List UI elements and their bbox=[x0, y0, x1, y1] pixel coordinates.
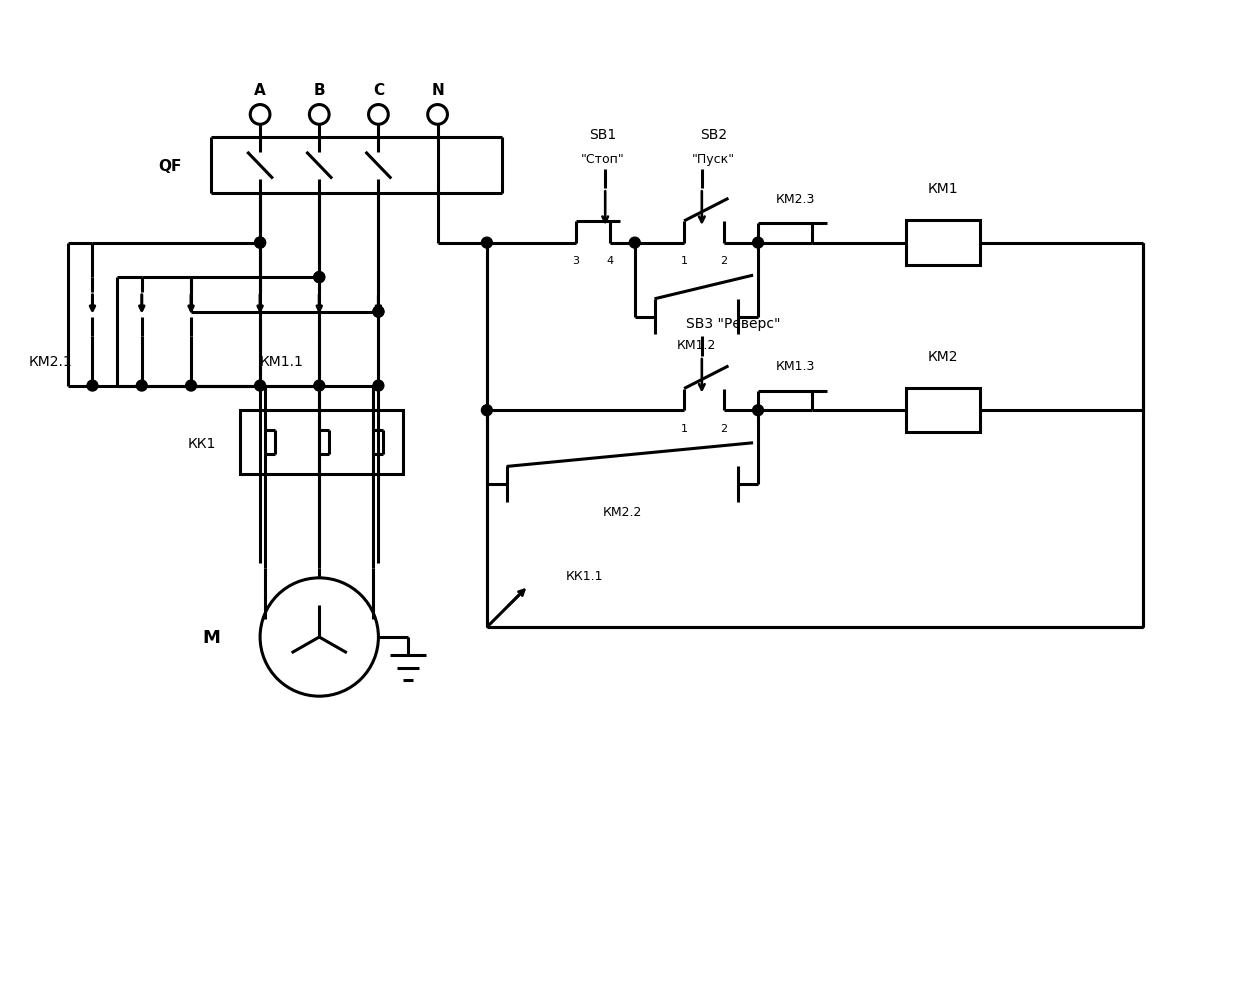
Text: B: B bbox=[313, 83, 325, 98]
Circle shape bbox=[482, 238, 492, 248]
Text: M: M bbox=[203, 628, 221, 646]
Circle shape bbox=[373, 307, 384, 318]
Text: A: A bbox=[254, 83, 266, 98]
Text: 2: 2 bbox=[720, 256, 727, 266]
Bar bbox=[906, 389, 980, 433]
Text: КК1.1: КК1.1 bbox=[566, 570, 603, 582]
Circle shape bbox=[752, 238, 763, 248]
Circle shape bbox=[313, 272, 325, 283]
Circle shape bbox=[87, 381, 98, 392]
Text: КМ1.1: КМ1.1 bbox=[260, 355, 304, 369]
Text: КМ1: КМ1 bbox=[928, 182, 958, 196]
Text: C: C bbox=[373, 83, 384, 98]
Circle shape bbox=[482, 406, 492, 416]
Circle shape bbox=[255, 381, 265, 392]
Text: 2: 2 bbox=[720, 423, 727, 433]
Circle shape bbox=[373, 307, 384, 318]
Text: SB1: SB1 bbox=[589, 128, 616, 142]
Text: SB2: SB2 bbox=[700, 128, 727, 142]
Text: QF: QF bbox=[157, 159, 181, 174]
Text: "Стоп": "Стоп" bbox=[581, 153, 624, 166]
Text: КМ1.2: КМ1.2 bbox=[676, 338, 716, 351]
Circle shape bbox=[136, 381, 147, 392]
Text: "Пуск": "Пуск" bbox=[693, 153, 735, 166]
Bar bbox=[240, 411, 403, 475]
Text: КМ2.3: КМ2.3 bbox=[776, 193, 815, 206]
Text: КМ2: КМ2 bbox=[928, 350, 958, 364]
Text: N: N bbox=[431, 83, 444, 98]
Circle shape bbox=[186, 381, 197, 392]
Circle shape bbox=[752, 406, 763, 416]
Circle shape bbox=[313, 381, 325, 392]
Text: 1: 1 bbox=[680, 256, 688, 266]
Text: КК1: КК1 bbox=[187, 436, 216, 450]
Text: SB3 "Реверс": SB3 "Реверс" bbox=[686, 317, 781, 331]
Bar bbox=[906, 222, 980, 265]
Circle shape bbox=[255, 238, 265, 248]
Text: 3: 3 bbox=[572, 256, 579, 266]
Text: КМ1.3: КМ1.3 bbox=[776, 360, 815, 373]
Text: 4: 4 bbox=[607, 256, 613, 266]
Text: КМ2.2: КМ2.2 bbox=[602, 506, 642, 519]
Circle shape bbox=[255, 238, 265, 248]
Circle shape bbox=[629, 238, 641, 248]
Text: КМ2.1: КМ2.1 bbox=[28, 355, 72, 369]
Circle shape bbox=[313, 272, 325, 283]
Circle shape bbox=[373, 381, 384, 392]
Text: 1: 1 bbox=[680, 423, 688, 433]
